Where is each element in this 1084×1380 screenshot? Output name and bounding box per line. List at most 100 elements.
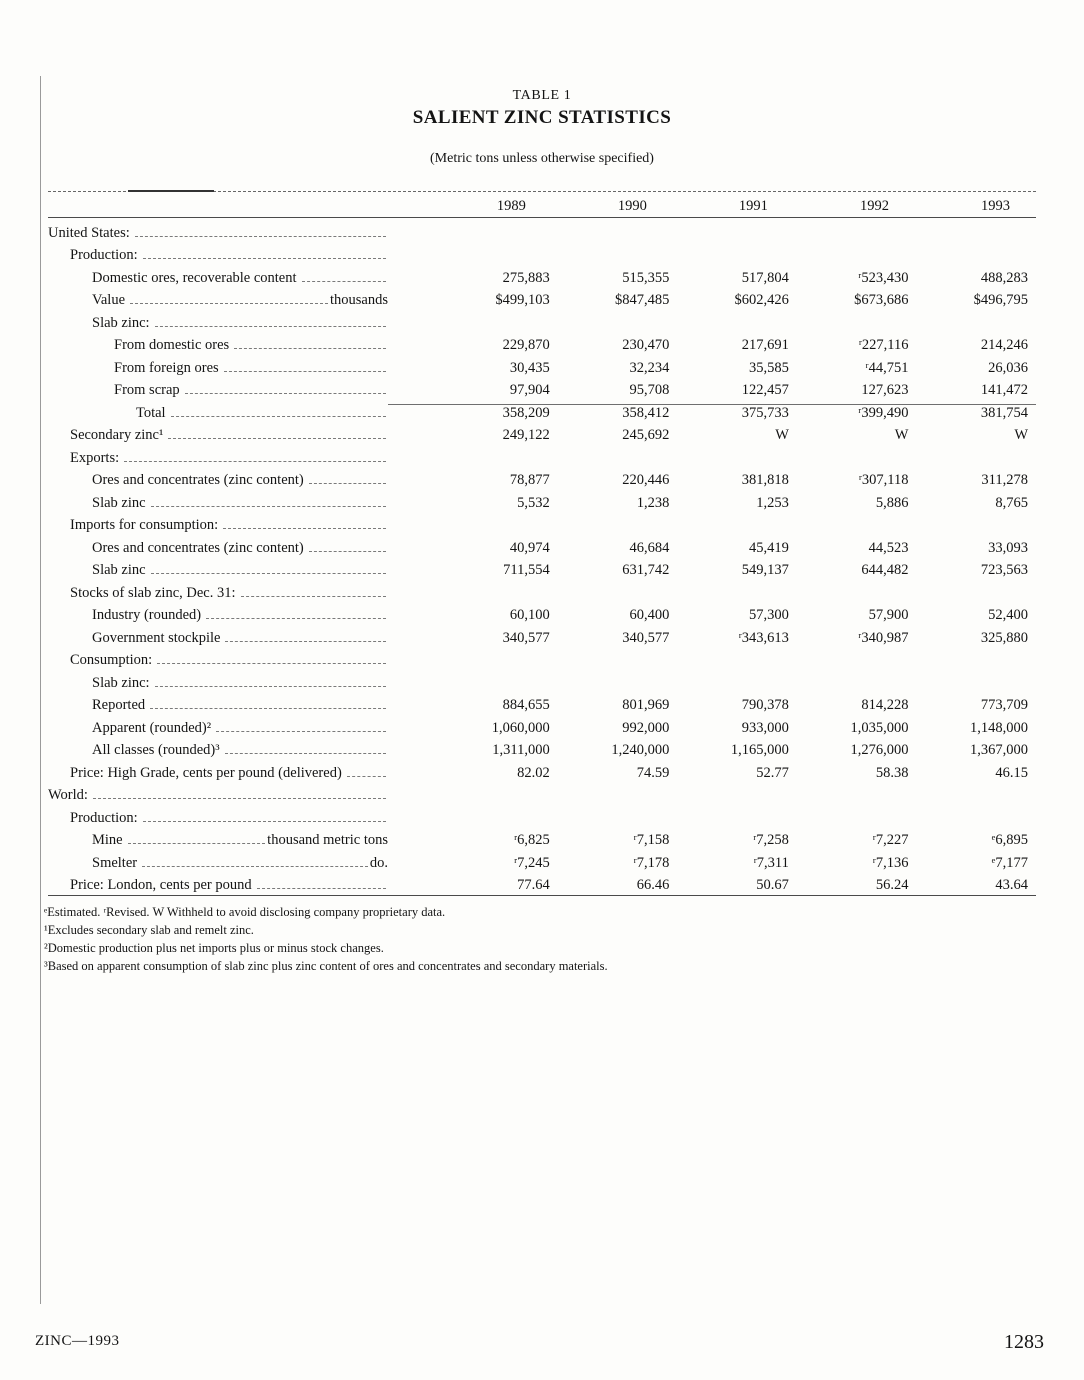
- value-cell: [558, 692, 678, 693]
- table-row: From domestic ores 229,870 230,470 217,691 ʳ…: [48, 333, 1036, 356]
- row-label: Reported: [92, 697, 146, 713]
- table-row: Production:: [48, 243, 1036, 266]
- table-row: Value thousands $499,103 $847,485 $602,426 $6…: [48, 288, 1036, 311]
- row-label: World:: [48, 787, 88, 803]
- value-cell: 801,969: [622, 697, 670, 713]
- value-cell: [677, 692, 797, 693]
- value-cell: ᵉ6,895: [991, 832, 1029, 848]
- row-label: Apparent (rounded)²: [92, 719, 212, 736]
- value-cell: 358,412: [557, 403, 678, 423]
- year-column-header: 1992: [859, 198, 889, 214]
- value-cell: 82.02: [517, 764, 550, 781]
- value-cell: 381,754: [916, 403, 1037, 423]
- leader-line: [223, 528, 386, 529]
- leader-line: [168, 438, 386, 439]
- table-bottom-rule: [48, 895, 1036, 896]
- row-label-cell: Slab zinc: [48, 562, 388, 580]
- value-cell: [797, 804, 917, 805]
- row-label: Slab zinc: [92, 494, 146, 511]
- value-cell: ʳ7,227: [872, 832, 909, 848]
- value-cell: [916, 242, 1036, 243]
- value-cell: [797, 692, 917, 693]
- row-label: Mine: [92, 832, 123, 848]
- value-cell: [916, 264, 1036, 265]
- statistics-table: 1989 1990 1991 1992 1993 United States: Produ…: [48, 190, 1037, 896]
- row-label-cell: Slab zinc:: [48, 315, 388, 333]
- row-label-cell: Consumption:: [48, 652, 388, 670]
- value-cell: 1,240,000: [611, 742, 670, 758]
- row-label-cell: Government stockpile: [48, 630, 388, 648]
- value-cell: [797, 332, 917, 333]
- value-cell: 220,446: [622, 472, 670, 488]
- table-row: Stocks of slab zinc, Dec. 31:: [48, 580, 1036, 603]
- table-row: Slab zinc:: [48, 310, 1036, 333]
- value-cell: [558, 804, 678, 805]
- table-row: World:: [48, 783, 1036, 806]
- table-row: Government stockpile 340,577 340,577 ʳ343,6…: [48, 625, 1036, 648]
- value-cell: [558, 264, 678, 265]
- row-label: From scrap: [114, 382, 180, 398]
- value-cell: ʳ44,751: [865, 359, 909, 376]
- value-cell: [797, 467, 917, 468]
- value-cell: [677, 242, 797, 243]
- value-cell: [916, 692, 1036, 693]
- value-cell: [388, 264, 558, 265]
- row-label: Consumption:: [70, 652, 153, 668]
- row-label-cell: Value thousands: [48, 292, 388, 310]
- value-cell: ʳ7,158: [633, 832, 670, 848]
- row-label: From foreign ores: [114, 359, 219, 376]
- leader-line: [184, 393, 386, 394]
- row-label-cell: Apparent (rounded)²: [48, 720, 388, 738]
- table-row: Price: High Grade, cents per pound (deli…: [48, 760, 1036, 783]
- value-cell: ʳ307,118: [858, 472, 909, 488]
- row-label: Imports for consumption:: [70, 517, 219, 533]
- leader-line: [216, 730, 386, 732]
- value-cell: [388, 534, 558, 535]
- value-cell: ʳ7,136: [872, 854, 909, 871]
- row-label: Industry (rounded): [92, 607, 202, 623]
- row-label-cell: Price: London, cents per pound: [48, 877, 388, 895]
- value-cell: 60,400: [629, 607, 670, 623]
- value-cell: [677, 534, 797, 535]
- row-label-cell: Slab zinc: [48, 495, 388, 513]
- value-cell: [558, 534, 678, 535]
- value-cell: 127,623: [861, 382, 909, 398]
- page-border-left: [40, 76, 41, 1304]
- value-cell: [916, 332, 1036, 333]
- value-cell: [797, 669, 917, 670]
- leader-line: [157, 663, 386, 664]
- leader-line: [240, 595, 386, 597]
- value-cell: 50.67: [756, 877, 789, 893]
- leader-line: [206, 618, 386, 619]
- table-row: Slab zinc 711,554 631,742 549,137 644,482 723…: [48, 558, 1036, 581]
- footnote: ²Domestic production plus net imports pl…: [44, 941, 384, 955]
- footnote: ᵉEstimated. ʳRevised. W Withheld to avoi…: [44, 905, 446, 919]
- table-row: Slab zinc 5,532 1,238 1,253 5,886 8,765: [48, 490, 1036, 513]
- value-cell: [916, 467, 1036, 468]
- row-label: Secondary zinc¹: [70, 427, 164, 443]
- table-row: From foreign ores 30,435 32,234 35,585 ʳ44,7…: [48, 355, 1036, 378]
- row-label: Smelter: [92, 854, 138, 871]
- row-label-cell: Imports for consumption:: [48, 517, 388, 535]
- footnote: ¹Excludes secondary slab and remelt zinc…: [44, 923, 254, 937]
- leader-line: [308, 550, 386, 552]
- table-row: Industry (rounded) 60,100 60,400 57,300 57,9…: [48, 603, 1036, 626]
- year-column-header: 1993: [981, 198, 1010, 214]
- leader-line: [130, 303, 328, 304]
- value-cell: 723,563: [980, 562, 1029, 578]
- value-cell: $496,795: [973, 292, 1029, 308]
- row-label: Government stockpile: [92, 629, 221, 646]
- value-cell: ʳ227,116: [858, 337, 909, 353]
- value-cell: [916, 602, 1036, 603]
- value-cell: 57,300: [749, 607, 789, 623]
- leader-line: [225, 640, 386, 642]
- leader-line: [346, 775, 386, 777]
- value-cell: 549,137: [741, 562, 789, 578]
- value-cell: 1,148,000: [970, 719, 1029, 736]
- value-cell: 230,470: [622, 337, 670, 353]
- table-row: Ores and concentrates (zinc content) 40,9…: [48, 535, 1036, 558]
- value-cell: 33,093: [988, 539, 1029, 556]
- value-cell: 44,523: [868, 539, 909, 556]
- value-cell: 141,472: [980, 382, 1029, 398]
- title-block: TABLE 1 SALIENT ZINC STATISTICS (Metric …: [0, 0, 1084, 167]
